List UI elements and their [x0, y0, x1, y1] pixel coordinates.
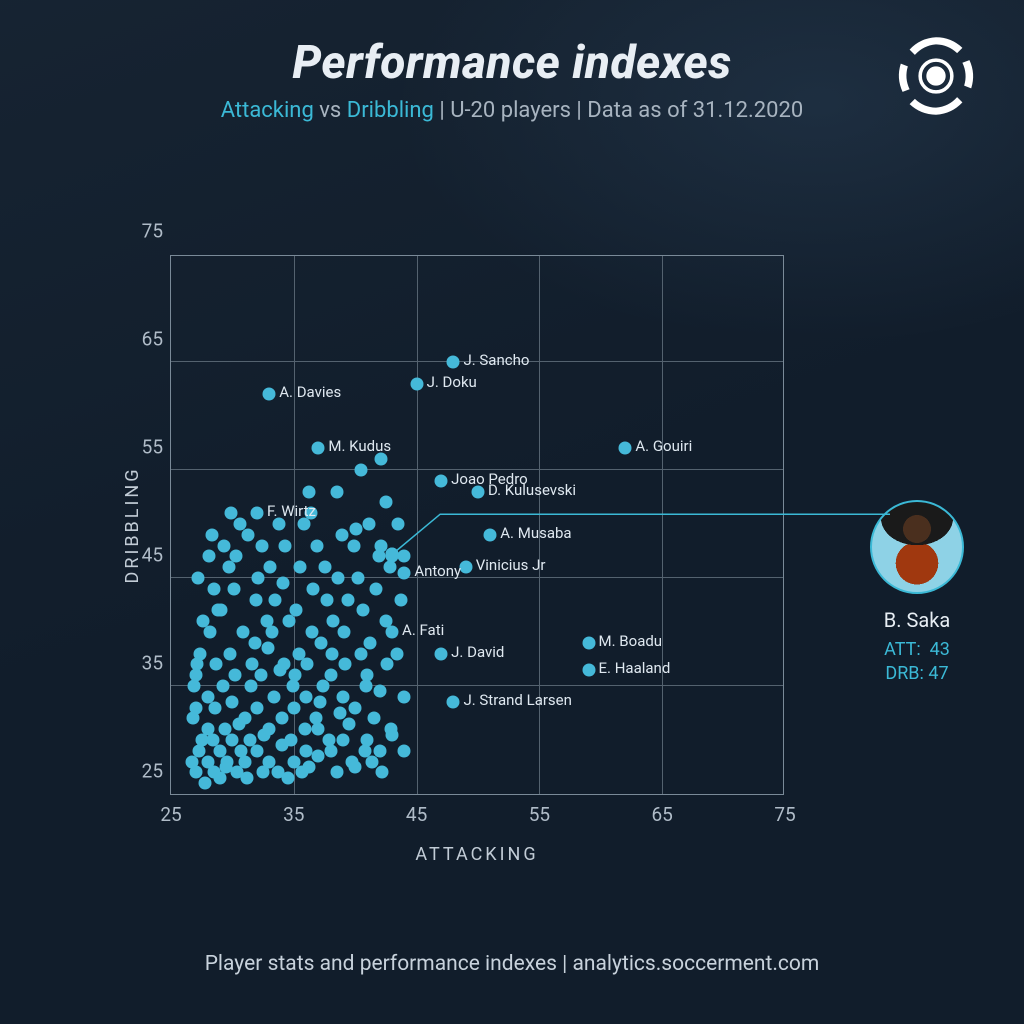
x-tick: 35	[283, 803, 304, 826]
x-tick: 75	[774, 803, 795, 826]
scatter-point-labeled	[435, 647, 448, 660]
x-tick: 45	[406, 803, 427, 826]
scatter-point-labeled	[312, 442, 325, 455]
y-tick: 55	[127, 436, 163, 459]
scatter-point-labeled	[582, 636, 595, 649]
x-axis-label: ATTACKING	[415, 844, 538, 865]
subtitle-attacking: Attacking	[221, 98, 314, 123]
scatter-point-labeled	[263, 388, 276, 401]
scatter-point-labeled	[435, 474, 448, 487]
scatter-point-labeled	[410, 377, 423, 390]
subtitle-vs: vs	[314, 98, 347, 123]
scatter-point-labeled	[619, 442, 632, 455]
y-tick: 75	[127, 220, 163, 243]
scatter-point-labeled	[447, 696, 460, 709]
header: Performance indexes Attacking vs Dribbli…	[0, 36, 1024, 123]
x-tick: 55	[529, 803, 550, 826]
scatter-point-labeled	[250, 507, 263, 520]
y-tick: 65	[127, 328, 163, 351]
subtitle-rest: | U-20 players | Data as of 31.12.2020	[434, 98, 803, 123]
scatter-point-labeled	[472, 485, 485, 498]
y-tick: 25	[127, 760, 163, 783]
scatter-point-labeled	[459, 561, 472, 574]
scatter-chart: 252535354545555565657575J. SanchoJ. Doku…	[170, 255, 784, 795]
page-subtitle: Attacking vs Dribbling | U-20 players | …	[0, 98, 1024, 123]
y-tick: 35	[127, 652, 163, 675]
x-tick: 65	[652, 803, 673, 826]
callout-line	[170, 255, 970, 795]
scatter-point-labeled	[484, 528, 497, 541]
y-axis-label: DRIBBLING	[122, 467, 143, 584]
scatter-point-labeled	[386, 626, 399, 639]
footer-credit: Player stats and performance indexes | a…	[0, 952, 1024, 976]
x-tick: 25	[160, 803, 181, 826]
scatter-point-labeled	[398, 566, 411, 579]
page-title: Performance indexes	[0, 36, 1024, 90]
subtitle-dribbling: Dribbling	[347, 98, 434, 123]
scatter-point-labeled	[447, 356, 460, 369]
scatter-point-labeled	[582, 663, 595, 676]
brand-logo-icon	[892, 32, 980, 120]
highlight-point	[386, 548, 399, 561]
